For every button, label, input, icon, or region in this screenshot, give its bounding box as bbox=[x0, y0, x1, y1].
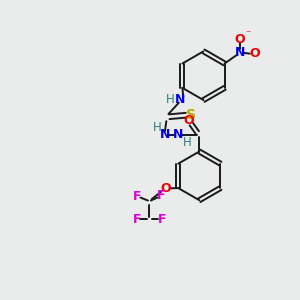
Text: H: H bbox=[166, 93, 175, 106]
Text: F: F bbox=[156, 189, 165, 202]
Text: F: F bbox=[158, 213, 166, 226]
Text: O: O bbox=[235, 33, 245, 46]
Text: ⁻: ⁻ bbox=[246, 29, 251, 39]
Text: N: N bbox=[173, 128, 183, 141]
Text: N: N bbox=[175, 93, 185, 106]
Text: O: O bbox=[184, 114, 194, 127]
Text: N: N bbox=[235, 46, 245, 59]
Text: H: H bbox=[153, 121, 161, 134]
Text: F: F bbox=[133, 213, 141, 226]
Text: F: F bbox=[133, 190, 141, 202]
Text: S: S bbox=[186, 108, 196, 122]
Text: O: O bbox=[160, 182, 171, 195]
Text: O: O bbox=[249, 47, 260, 60]
Text: H: H bbox=[183, 136, 192, 149]
Text: N: N bbox=[160, 128, 170, 141]
